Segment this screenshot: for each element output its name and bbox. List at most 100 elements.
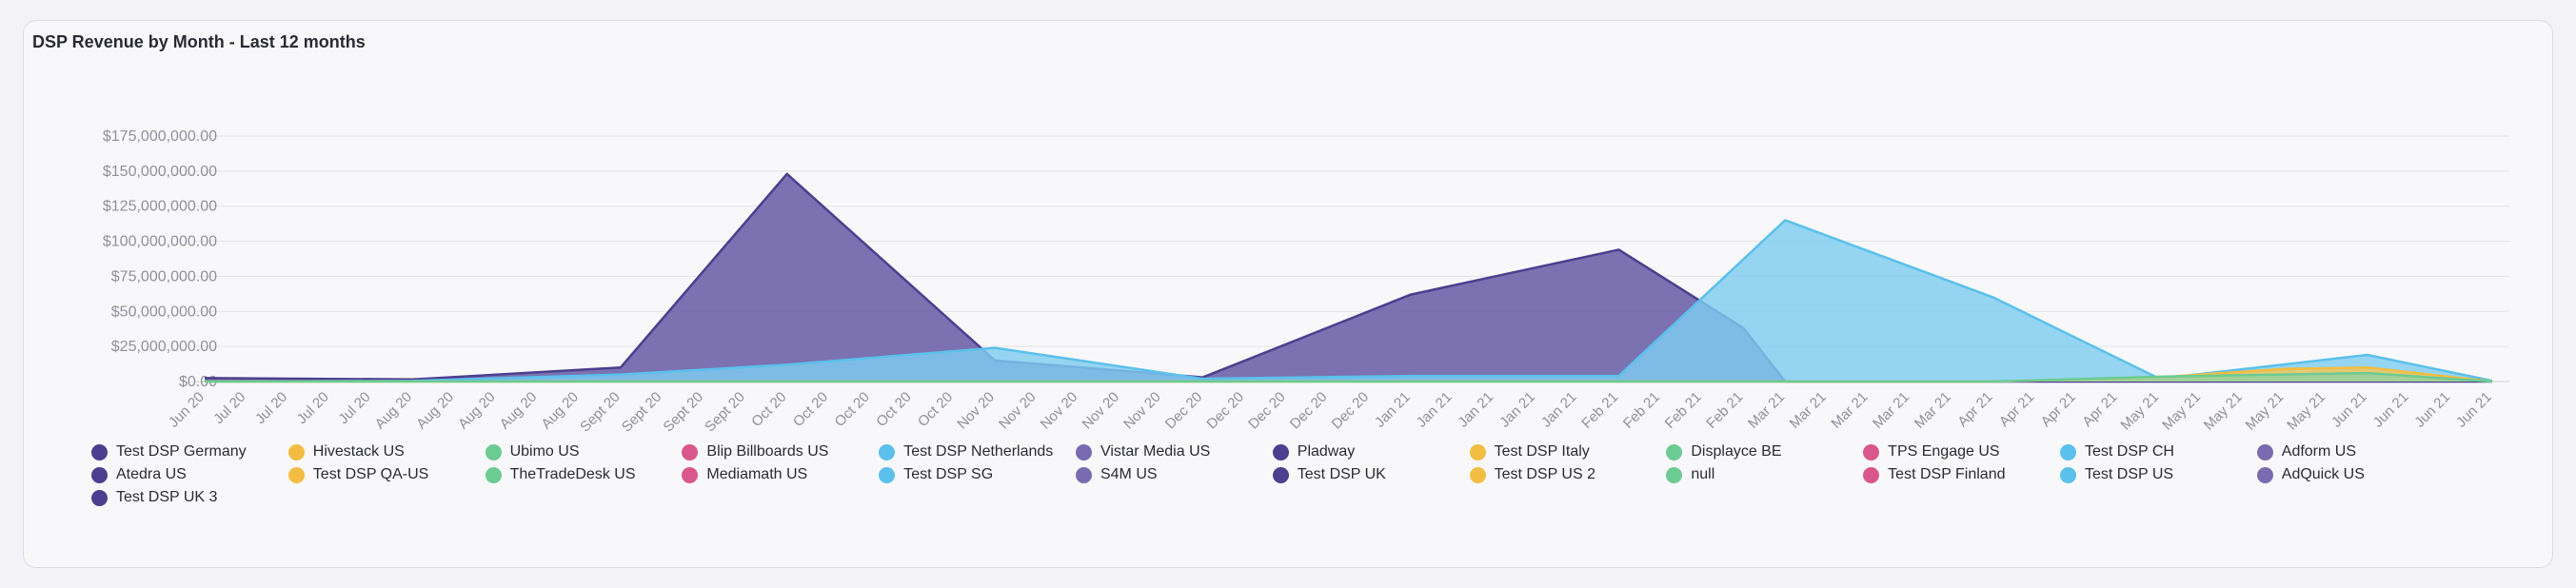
y-tick-label: $125,000,000.00 <box>103 199 217 215</box>
x-tick-label: Dec 20 <box>1203 389 1247 433</box>
x-tick-label: Jan 21 <box>1414 389 1456 431</box>
y-tick-label: $100,000,000.00 <box>103 234 217 250</box>
legend-label: Test DSP Italy <box>1494 443 1590 460</box>
legend-label: Test DSP SG <box>903 466 994 482</box>
x-tick-label: Mar 21 <box>1828 389 1871 432</box>
legend-dot-icon <box>879 466 896 483</box>
legend-item[interactable]: Test DSP UK <box>1272 466 1470 483</box>
legend-item[interactable]: Test DSP US 2 <box>1469 466 1667 483</box>
legend-item[interactable]: null <box>1666 466 1863 483</box>
legend-label: Test DSP UK 3 <box>116 489 218 505</box>
legend-item[interactable]: Ubimo US <box>485 443 683 461</box>
legend-dot-icon <box>1666 443 1683 461</box>
y-tick-label: $50,000,000.00 <box>111 304 217 320</box>
x-tick-label: Sept 20 <box>661 389 707 436</box>
legend-dot-icon <box>1863 443 1880 461</box>
legend-item[interactable]: Test DSP CH <box>2059 443 2257 461</box>
legend-dot-icon <box>1666 466 1683 483</box>
x-tick-label: Feb 21 <box>1662 389 1705 432</box>
x-tick-label: Mar 21 <box>1870 389 1912 432</box>
legend-item[interactable]: Test DSP QA-US <box>287 466 485 483</box>
x-tick-label: Aug 20 <box>455 389 499 433</box>
x-tick-label: Aug 20 <box>372 389 416 433</box>
series-line <box>205 371 2493 383</box>
x-tick-label: Aug 20 <box>413 389 457 433</box>
legend-dot-icon <box>682 443 699 461</box>
legend-label: AdQuick US <box>2281 466 2365 482</box>
series-pladway <box>204 172 2492 383</box>
x-tick-label: Sept 20 <box>702 389 748 436</box>
legend-item[interactable]: Test DSP Italy <box>1469 443 1667 461</box>
x-tick-label: Nov 20 <box>1038 389 1081 433</box>
legend-dot-icon <box>1863 466 1880 483</box>
legend-item[interactable]: Test DSP US <box>2059 466 2257 483</box>
x-tick-label: Apr 21 <box>2038 389 2079 430</box>
legend-label: Displayce BE <box>1691 443 1782 460</box>
legend-dot-icon <box>682 466 699 483</box>
legend-item[interactable]: TPS Engage US <box>1863 443 2060 461</box>
chart-legend: Test DSP Germany Hivestack US Ubimo US Blip… <box>91 443 2547 506</box>
x-tick-label: Apr 21 <box>1954 389 1995 430</box>
x-tick-label: Jul 20 <box>335 389 373 427</box>
x-tick-label: Aug 20 <box>538 389 582 433</box>
y-tick-label: $150,000,000.00 <box>103 164 217 180</box>
x-tick-label: Mar 21 <box>1787 389 1830 432</box>
legend-dot-icon <box>2059 443 2076 461</box>
x-tick-label: Sept 20 <box>619 389 665 436</box>
legend-item[interactable]: Test DSP SG <box>879 466 1076 483</box>
legend-label: Test DSP QA-US <box>312 466 429 482</box>
legend-dot-icon <box>91 489 108 506</box>
x-tick-label: Nov 20 <box>1079 389 1122 433</box>
legend-dot-icon <box>287 466 305 483</box>
legend-label: TheTradeDesk US <box>509 466 636 482</box>
x-tick-label: Jun 21 <box>2453 389 2495 431</box>
legend-label: Mediamath US <box>706 466 808 482</box>
legend-item[interactable]: Test DSP UK 3 <box>91 489 288 506</box>
x-tick-label: May 21 <box>2159 389 2204 434</box>
legend-label: Adform US <box>2281 443 2357 460</box>
legend-dot-icon <box>485 466 502 483</box>
x-tick-label: Jul 20 <box>294 389 332 427</box>
legend-item[interactable]: AdQuick US <box>2256 466 2454 483</box>
legend-item[interactable]: Vistar Media US <box>1075 443 1273 461</box>
x-tick-label: Jun 21 <box>2328 389 2370 431</box>
legend-label: Atedra US <box>116 466 187 482</box>
x-tick-label: May 21 <box>2243 389 2288 434</box>
x-tick-label: Jan 21 <box>1455 389 1496 431</box>
x-tick-label: May 21 <box>2117 389 2162 434</box>
x-tick-label: Jun 21 <box>2411 389 2453 431</box>
legend-dot-icon <box>2059 466 2076 483</box>
legend-dot-icon <box>1075 466 1092 483</box>
legend-label: null <box>1691 466 1715 482</box>
legend-item[interactable]: Displayce BE <box>1666 443 1863 461</box>
y-tick-label: $75,000,000.00 <box>111 268 217 284</box>
x-tick-label: Jan 21 <box>1496 389 1538 431</box>
x-tick-label: Apr 21 <box>1996 389 2037 430</box>
legend-item[interactable]: TheTradeDesk US <box>485 466 683 483</box>
legend-item[interactable]: Test DSP Finland <box>1863 466 2060 483</box>
legend-item[interactable]: Test DSP Netherlands <box>879 443 1076 461</box>
chart-title: DSP Revenue by Month - Last 12 months <box>32 32 366 51</box>
x-tick-label: Jan 21 <box>1372 389 1414 431</box>
x-tick-label: Mar 21 <box>1745 389 1788 432</box>
x-tick-label: Oct 20 <box>873 389 914 430</box>
legend-item[interactable]: Blip Billboards US <box>682 443 879 461</box>
legend-dot-icon <box>1075 443 1092 461</box>
legend-item[interactable]: Mediamath US <box>682 466 879 483</box>
legend-item[interactable]: Atedra US <box>91 466 288 483</box>
x-tick-label: Oct 20 <box>832 389 873 430</box>
legend-item[interactable]: Pladway <box>1272 443 1470 461</box>
x-tick-label: Apr 21 <box>2079 389 2120 430</box>
legend-label: TPS Engage US <box>1888 443 2000 460</box>
x-tick-label: Nov 20 <box>996 389 1040 433</box>
legend-item[interactable]: Hivestack US <box>287 443 485 461</box>
x-tick-label: Feb 21 <box>1703 389 1746 432</box>
x-tick-label: Dec 20 <box>1245 389 1289 433</box>
x-tick-label: Dec 20 <box>1162 389 1206 433</box>
x-tick-label: Nov 20 <box>1120 389 1164 433</box>
y-tick-label: $25,000,000.00 <box>111 339 217 355</box>
series-area <box>205 373 2492 382</box>
legend-item[interactable]: Adform US <box>2256 443 2454 461</box>
legend-item[interactable]: Test DSP Germany <box>91 443 288 461</box>
legend-item[interactable]: S4M US <box>1075 466 1273 483</box>
